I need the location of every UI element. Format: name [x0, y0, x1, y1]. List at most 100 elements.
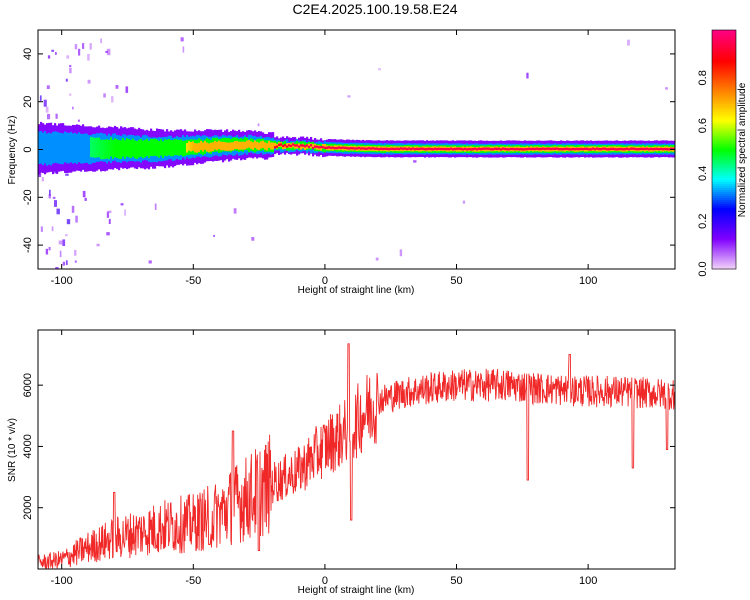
spectrogram-panel: -100 -50 0 50 100 -40 -20 0 20 40 Height of stra… — [7, 29, 676, 296]
snr-x-axis-label: Height of straight line (km) — [298, 585, 415, 596]
spectrogram-ridge-cell — [262, 140, 265, 148]
colorbar-swatch — [712, 187, 736, 190]
spectrogram-ridge-cell — [446, 147, 449, 151]
colorbar-swatch — [712, 127, 736, 131]
spectrogram-ridge-cell — [404, 147, 407, 150]
spectrogram-ridge-cell — [638, 148, 641, 151]
spectrogram-ridge-cell — [618, 148, 621, 151]
spectrogram-ridge-cell — [566, 147, 569, 150]
spectrogram-noise-blob — [65, 234, 68, 237]
colorbar-swatch — [712, 207, 736, 210]
spectrogram-ridge-cell — [610, 147, 613, 151]
spectrogram-ridge-cell — [608, 148, 611, 151]
spectrogram-ridge-cell — [482, 147, 485, 150]
spectrogram-ridge-cell — [418, 147, 421, 151]
spectrogram-ridge-cell — [502, 147, 505, 150]
spectrogram-x-tick-label: 50 — [450, 275, 462, 287]
spectrogram-ridge-cell — [552, 147, 555, 150]
spectrogram-ridge-cell — [178, 139, 181, 156]
spectrogram-ridge-cell — [388, 148, 391, 151]
colorbar-swatch — [712, 191, 736, 194]
colorbar-swatch — [712, 221, 736, 224]
colorbar-label: Normalized spectral amplitude — [737, 82, 748, 217]
spectrogram-ridge-cell — [304, 145, 307, 148]
spectrogram-ridge-cell — [490, 148, 493, 151]
spectrogram-ridge-cell — [514, 148, 517, 151]
colorbar-swatch — [712, 101, 736, 105]
spectrogram-noise-blob — [55, 52, 57, 55]
spectrogram-noise-blob — [74, 260, 77, 263]
colorbar-swatch — [712, 165, 736, 169]
colorbar-swatch — [712, 67, 736, 71]
colorbar-swatch — [712, 155, 736, 159]
spectrogram-noise-blob — [347, 95, 351, 98]
spectrogram-ridge-cell — [312, 146, 315, 150]
spectrogram-ridge-cell — [116, 139, 119, 158]
spectrogram-ridge-cell — [324, 144, 327, 149]
spectrogram-ridge-cell — [318, 146, 321, 149]
colorbar-swatch — [712, 43, 736, 47]
spectrogram-ridge-cell — [266, 143, 269, 151]
spectrogram-ridge-cell — [354, 147, 357, 150]
spectrogram-ridge-cell — [364, 147, 367, 150]
colorbar-swatch — [712, 95, 736, 99]
colorbar-swatch — [712, 219, 736, 222]
spectrogram-ridge-cell — [328, 146, 331, 149]
spectrogram-ridge-cell — [378, 148, 381, 151]
spectrogram-ridge-cell — [164, 139, 167, 156]
spectrogram-ridge-cell — [668, 148, 671, 151]
colorbar-swatch — [712, 63, 736, 67]
spectrogram-noise-blob — [45, 248, 49, 255]
colorbar-swatch — [712, 259, 736, 262]
spectrogram-ridge-cell — [174, 139, 177, 156]
colorbar-swatch — [712, 33, 736, 37]
spectrogram-ridge-cell — [66, 132, 69, 164]
spectrogram-ridge-cell — [196, 143, 199, 153]
spectrogram-ridge-cell — [420, 147, 423, 150]
colorbar-swatch — [712, 59, 736, 63]
spectrogram-ridge-cell — [526, 148, 529, 151]
spectrogram-ridge-cell — [382, 147, 385, 151]
colorbar-swatch — [712, 185, 736, 188]
spectrogram-ridge-cell — [650, 147, 653, 150]
spectrogram-ridge-cell — [562, 148, 565, 151]
colorbar-swatch — [712, 173, 736, 176]
colorbar-swatch — [712, 247, 736, 250]
colorbar-swatch — [712, 181, 736, 184]
spectrogram-ridge-cell — [50, 133, 53, 166]
spectrogram-noise-blob — [115, 85, 119, 89]
spectrogram-ridge-cell — [670, 147, 673, 150]
spectrogram-ridge-cell — [466, 148, 469, 151]
spectrogram-ridge-cell — [574, 148, 577, 151]
spectrogram-ridge-cell — [326, 146, 329, 149]
spectrogram-y-tick-label: -40 — [22, 237, 34, 253]
spectrogram-ridge-cell — [520, 148, 523, 151]
spectrogram-ridge-cell — [528, 147, 531, 150]
spectrogram-noise-blob — [54, 170, 58, 174]
spectrogram-noise-blob — [65, 78, 68, 82]
spectrogram-ridge-cell — [190, 142, 193, 152]
spectrogram-ridge-cell — [158, 140, 161, 158]
colorbar-swatch — [712, 159, 736, 163]
colorbar-swatch — [712, 257, 736, 260]
spectrogram-noise-blob — [41, 177, 44, 182]
spectrogram-ridge-cell — [134, 140, 137, 159]
spectrogram-ridge-cell — [334, 147, 337, 150]
colorbar-swatch — [712, 131, 736, 135]
spectrogram-ridge-cell — [270, 142, 273, 150]
spectrogram-ridge-cell — [416, 147, 419, 150]
spectrogram-noise-blob — [375, 257, 379, 261]
colorbar-swatch — [712, 133, 736, 137]
spectrogram-ridge-cell — [468, 147, 471, 151]
spectrogram-ridge-cell — [198, 142, 201, 152]
spectrogram-ridge-cell — [126, 138, 129, 157]
spectrogram-ridge-cell — [184, 140, 187, 156]
spectrogram-noise-blob — [51, 49, 55, 52]
spectrogram-ridge-cell — [422, 147, 425, 150]
spectrogram-ridge-cell — [166, 139, 169, 157]
spectrogram-ridge-cell — [248, 139, 251, 148]
spectrogram-noise-blob — [462, 200, 466, 204]
spectrogram-ridge-cell — [70, 131, 73, 163]
colorbar-swatch — [712, 143, 736, 147]
spectrogram-ridge-cell — [398, 147, 401, 151]
